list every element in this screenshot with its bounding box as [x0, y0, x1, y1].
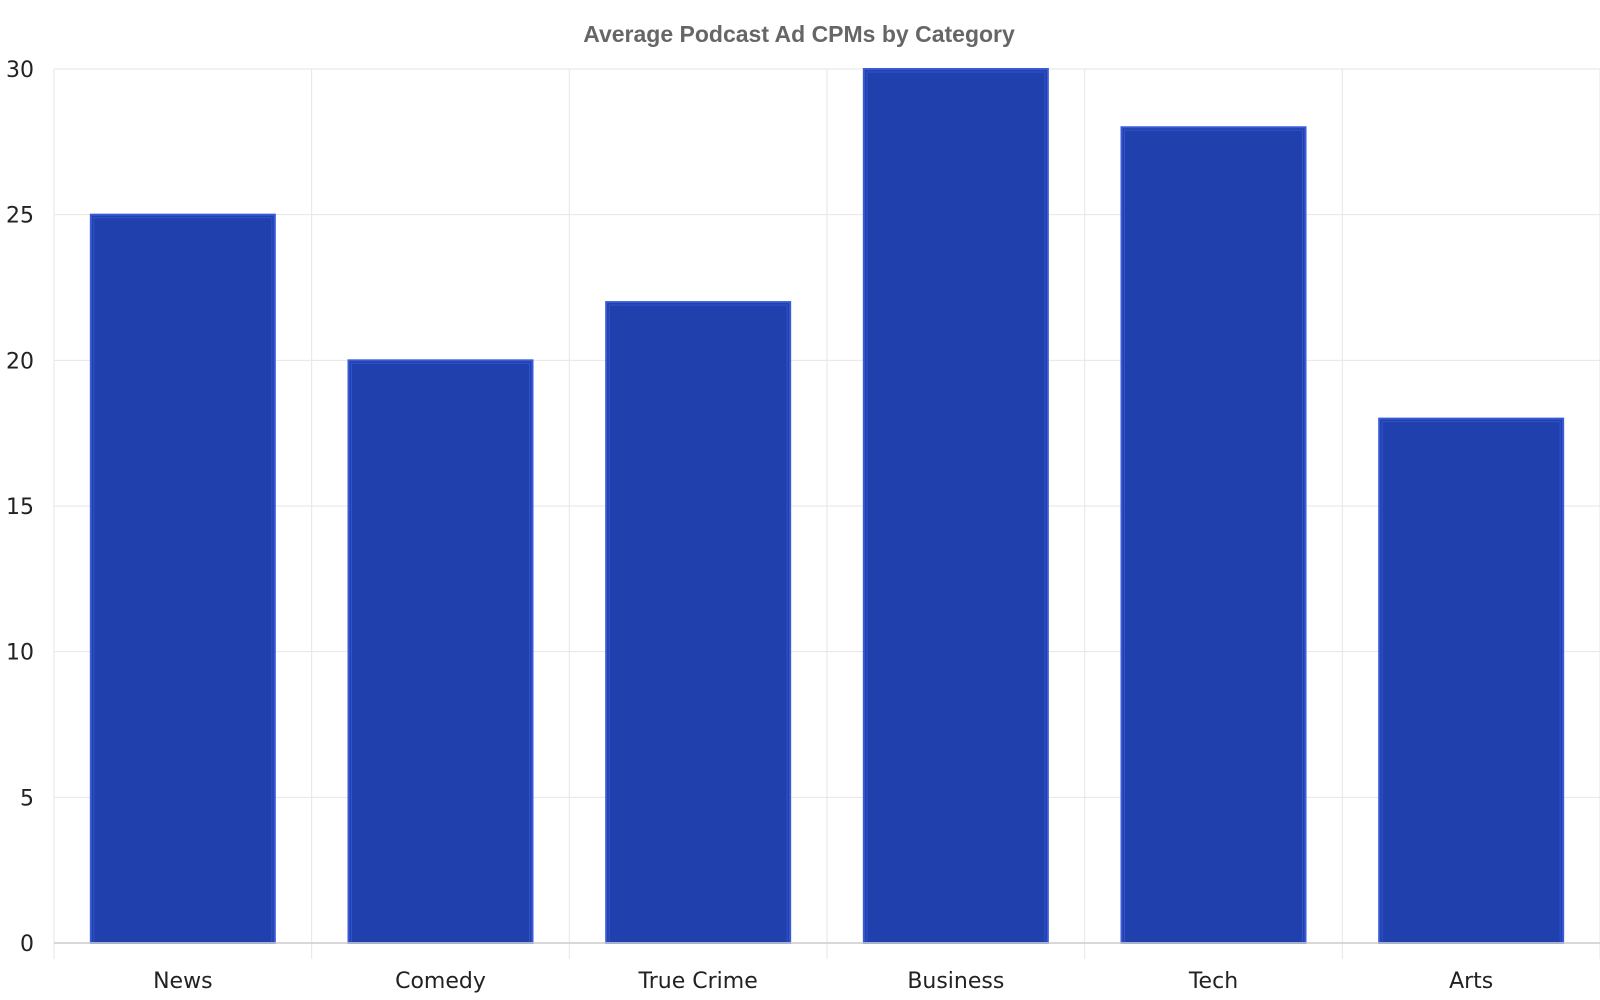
grid-lines — [53, 68, 1600, 943]
x-tick-label: Comedy — [395, 969, 486, 994]
bars — [89, 68, 1565, 945]
bar-true-crime[interactable] — [605, 301, 792, 945]
bar[interactable] — [1120, 126, 1307, 945]
y-tick-label: 5 — [20, 786, 34, 811]
y-tick-label: 10 — [6, 641, 34, 666]
bar[interactable] — [862, 68, 1049, 944]
y-tick-label: 0 — [20, 932, 34, 957]
bar-tech[interactable] — [1120, 126, 1307, 945]
bar[interactable] — [1378, 417, 1565, 945]
y-tick-label: 30 — [6, 58, 34, 83]
bar[interactable] — [605, 301, 792, 945]
chart-title: Average Podcast Ad CPMs by Category — [583, 21, 1015, 47]
bar-news[interactable] — [89, 213, 276, 944]
x-tick-label: Arts — [1449, 969, 1493, 994]
y-tick-label: 25 — [6, 204, 34, 229]
axes — [53, 942, 1600, 959]
bar-arts[interactable] — [1378, 417, 1565, 945]
bar[interactable] — [347, 359, 534, 945]
y-tick-label: 20 — [6, 349, 34, 374]
bar[interactable] — [89, 213, 276, 944]
x-tick-label: News — [153, 969, 212, 994]
y-tick-label: 15 — [6, 495, 34, 520]
bar-comedy[interactable] — [347, 359, 534, 945]
x-tick-label: Business — [907, 969, 1004, 994]
y-axis-tick-labels: 0 5 10 15 20 25 30 — [6, 58, 34, 957]
x-axis-tick-labels: News Comedy True Crime Business Tech Arts — [153, 969, 1493, 994]
bar-business[interactable] — [862, 68, 1049, 944]
x-tick-label: True Crime — [638, 969, 758, 994]
x-tick-label: Tech — [1188, 969, 1238, 994]
